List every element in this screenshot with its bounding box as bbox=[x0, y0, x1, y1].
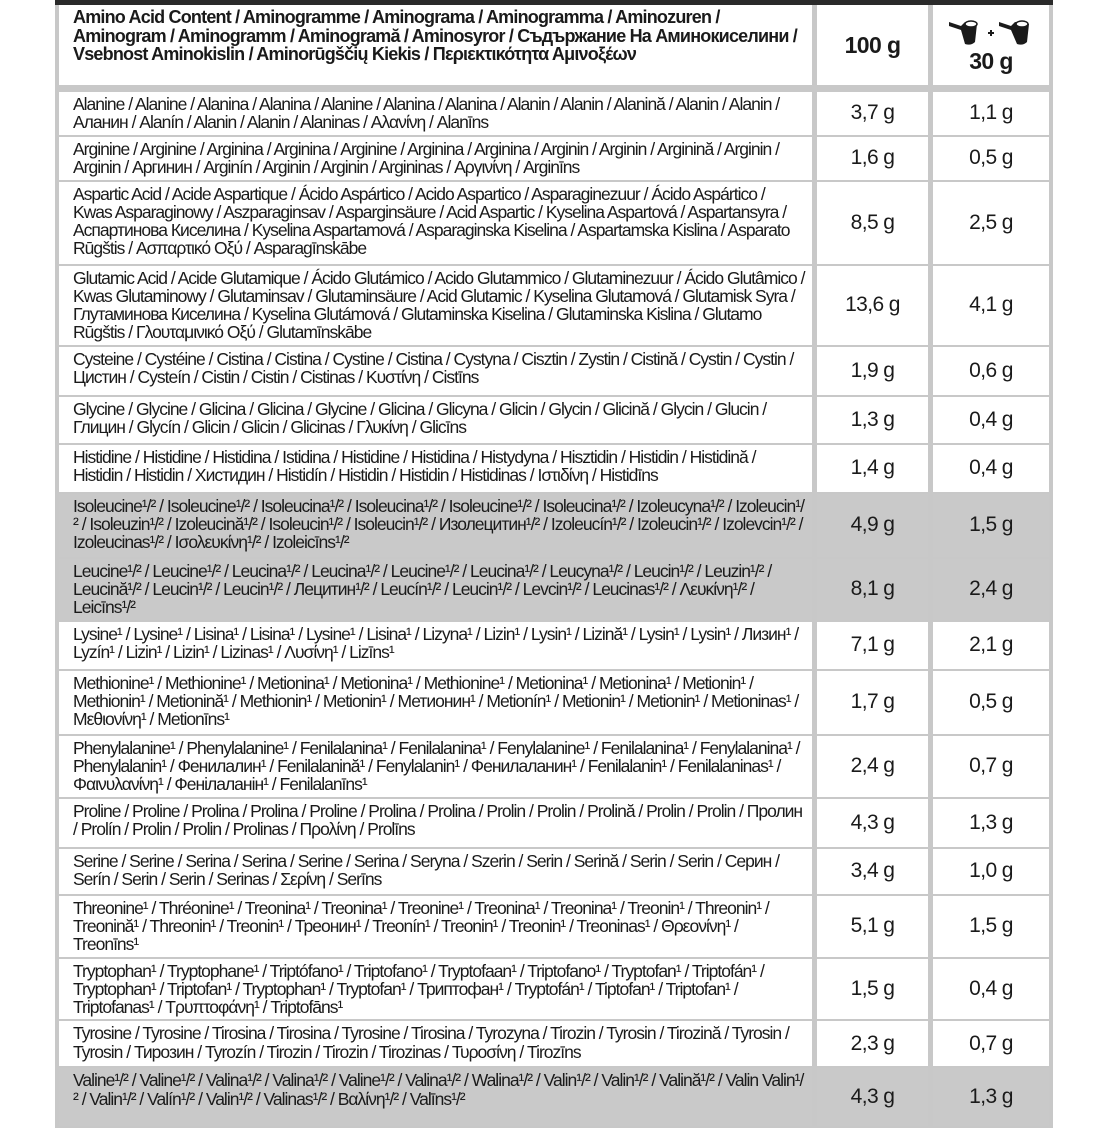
table-row: Tryptophan¹ / Tryptophane¹ / Triptófano¹… bbox=[55, 958, 1053, 1020]
amount-per-100g: 1,7 g bbox=[817, 670, 928, 734]
amount-per-serving: 0,7 g bbox=[933, 735, 1049, 797]
amino-acid-name: Proline / Proline / Prolina / Prolina / … bbox=[59, 798, 812, 847]
table-row: Isoleucine¹/² / Isoleucine¹/² / Isoleuci… bbox=[55, 493, 1053, 557]
amino-acid-name: Arginine / Arginine / Arginina / Arginin… bbox=[59, 136, 812, 180]
amount-per-100g: 1,9 g bbox=[817, 346, 928, 395]
amount-per-serving: 0,7 g bbox=[933, 1021, 1049, 1067]
amount-per-100g: 2,3 g bbox=[817, 1021, 928, 1067]
amount-per-serving: 2,4 g bbox=[933, 558, 1049, 620]
amount-per-serving: 1,1 g bbox=[933, 92, 1049, 135]
table-row: Alanine / Alanine / Alanina / Alanina / … bbox=[55, 92, 1053, 135]
amount-per-100g: 1,4 g bbox=[817, 444, 928, 492]
amount-per-100g: 1,3 g bbox=[817, 396, 928, 443]
amino-acid-table: Amino Acid Content / Aminogramme / Amino… bbox=[55, 5, 1053, 1128]
amount-per-serving: 1,5 g bbox=[933, 895, 1049, 957]
amount-per-100g: 4,3 g bbox=[817, 798, 928, 847]
amount-per-100g: 1,5 g bbox=[817, 958, 928, 1020]
table-row: Lysine¹ / Lysine¹ / Lisina¹ / Lisina¹ / … bbox=[55, 621, 1053, 669]
amount-per-100g: 1,6 g bbox=[817, 136, 928, 180]
amino-acid-name: Valine¹/² / Valine¹/² / Valina¹/² / Vali… bbox=[59, 1068, 812, 1127]
amount-per-serving: 0,4 g bbox=[933, 396, 1049, 443]
amount-per-serving: 1,3 g bbox=[933, 798, 1049, 847]
table-row: Threonine¹ / Thréonine¹ / Treonina¹ / Tr… bbox=[55, 895, 1053, 957]
amount-per-serving: 1,0 g bbox=[933, 848, 1049, 894]
table-row: Methionine¹ / Methionine¹ / Metionina¹ /… bbox=[55, 670, 1053, 734]
amino-acid-name: Cysteine / Cystéine / Cistina / Cistina … bbox=[59, 346, 812, 395]
table-row: Glycine / Glycine / Glicina / Glicina / … bbox=[55, 396, 1053, 443]
amino-acid-name: Histidine / Histidine / Histidina / Isti… bbox=[59, 444, 812, 492]
amount-per-100g: 2,4 g bbox=[817, 735, 928, 797]
amino-acid-name: Alanine / Alanine / Alanina / Alanina / … bbox=[59, 92, 812, 135]
amount-per-serving: 2,1 g bbox=[933, 621, 1049, 669]
amount-per-100g: 8,5 g bbox=[817, 181, 928, 264]
amount-per-100g: 13,6 g bbox=[817, 265, 928, 345]
amount-per-serving: 0,5 g bbox=[933, 136, 1049, 180]
amount-per-100g: 5,1 g bbox=[817, 895, 928, 957]
amino-acid-name: Tyrosine / Tyrosine / Tirosina / Tirosin… bbox=[59, 1021, 812, 1067]
amino-acid-name: Phenylalanine¹ / Phenylalanine¹ / Fenila… bbox=[59, 735, 812, 797]
table-row: Serine / Serine / Serina / Serina / Seri… bbox=[55, 848, 1053, 894]
amino-acid-name: Methionine¹ / Methionine¹ / Metionina¹ /… bbox=[59, 670, 812, 734]
amount-per-100g: 8,1 g bbox=[817, 558, 928, 620]
amino-acid-name: Aspartic Acid / Acide Aspartique / Ácido… bbox=[59, 181, 812, 264]
amount-per-100g: 4,3 g bbox=[817, 1068, 928, 1127]
table-row: Histidine / Histidine / Histidina / Isti… bbox=[55, 444, 1053, 492]
table-top-bar bbox=[55, 0, 1053, 5]
header-title: Amino Acid Content / Aminogramme / Amino… bbox=[59, 5, 812, 85]
table-header-row: Amino Acid Content / Aminogramme / Amino… bbox=[55, 5, 1053, 85]
amount-per-serving: 0,4 g bbox=[933, 444, 1049, 492]
amino-acid-name: Threonine¹ / Thréonine¹ / Treonina¹ / Tr… bbox=[59, 895, 812, 957]
amount-per-serving: 1,3 g bbox=[933, 1068, 1049, 1127]
amount-per-100g: 4,9 g bbox=[817, 493, 928, 557]
amount-per-100g: 3,7 g bbox=[817, 92, 928, 135]
amino-acid-name: Glutamic Acid / Acide Glutamique / Ácido… bbox=[59, 265, 812, 345]
table-row: Valine¹/² / Valine¹/² / Valina¹/² / Vali… bbox=[55, 1068, 1053, 1127]
amount-per-serving: 0,6 g bbox=[933, 346, 1049, 395]
amino-acid-name: Isoleucine¹/² / Isoleucine¹/² / Isoleuci… bbox=[59, 493, 812, 557]
amount-per-serving: 1,5 g bbox=[933, 493, 1049, 557]
amino-acid-name: Tryptophan¹ / Tryptophane¹ / Triptófano¹… bbox=[59, 958, 812, 1020]
table-row: Leucine¹/² / Leucine¹/² / Leucina¹/² / L… bbox=[55, 558, 1053, 620]
amount-per-100g: 7,1 g bbox=[817, 621, 928, 669]
two-scoops-icon bbox=[949, 19, 1029, 45]
table-row: Glutamic Acid / Acide Glutamique / Ácido… bbox=[55, 265, 1053, 345]
amount-per-serving: 4,1 g bbox=[933, 265, 1049, 345]
header-100g: 100 g bbox=[817, 5, 928, 85]
amino-acid-name: Lysine¹ / Lysine¹ / Lisina¹ / Lisina¹ / … bbox=[59, 621, 812, 669]
table-row: Aspartic Acid / Acide Aspartique / Ácido… bbox=[55, 181, 1053, 264]
amount-per-serving: 0,5 g bbox=[933, 670, 1049, 734]
table-row: Cysteine / Cystéine / Cistina / Cistina … bbox=[55, 346, 1053, 395]
serving-size: 30 g bbox=[969, 47, 1013, 74]
table-row: Arginine / Arginine / Arginina / Arginin… bbox=[55, 136, 1053, 180]
amount-per-serving: 2,5 g bbox=[933, 181, 1049, 264]
table-row: Phenylalanine¹ / Phenylalanine¹ / Fenila… bbox=[55, 735, 1053, 797]
amino-acid-name: Glycine / Glycine / Glicina / Glicina / … bbox=[59, 396, 812, 443]
amino-acid-name: Leucine¹/² / Leucine¹/² / Leucina¹/² / L… bbox=[59, 558, 812, 620]
table-row: Proline / Proline / Prolina / Prolina / … bbox=[55, 798, 1053, 847]
amount-per-100g: 3,4 g bbox=[817, 848, 928, 894]
amino-acid-name: Serine / Serine / Serina / Serina / Seri… bbox=[59, 848, 812, 894]
header-serving: 30 g bbox=[933, 5, 1049, 85]
table-row: Tyrosine / Tyrosine / Tirosina / Tirosin… bbox=[55, 1021, 1053, 1067]
amount-per-serving: 0,4 g bbox=[933, 958, 1049, 1020]
